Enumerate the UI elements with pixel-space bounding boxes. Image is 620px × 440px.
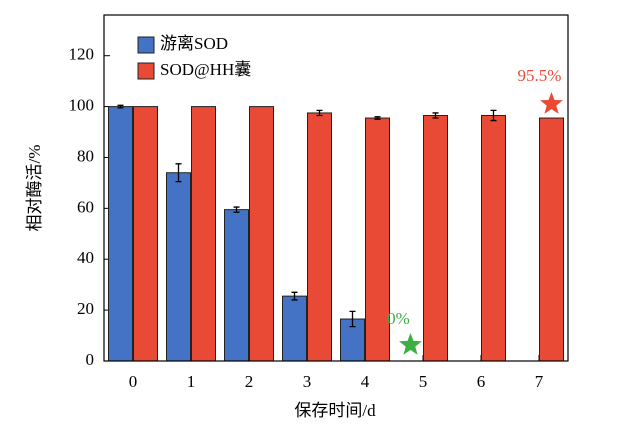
plot-frame xyxy=(103,14,569,362)
y-tick-label: 40 xyxy=(77,248,94,267)
legend-label: SOD@HH囊 xyxy=(160,60,251,79)
x-axis-label: 保存时间/d xyxy=(294,401,376,420)
x-tick-label: 1 xyxy=(187,372,196,391)
bar xyxy=(481,114,506,362)
bar xyxy=(224,209,249,362)
error-bar xyxy=(432,112,439,119)
bar xyxy=(282,295,307,362)
y-axis-label: 相对酶活/% xyxy=(25,145,44,232)
legend-label: 游离SOD xyxy=(160,34,228,53)
bar xyxy=(166,172,191,362)
error-bar xyxy=(233,206,240,213)
x-tick-label: 4 xyxy=(361,372,370,391)
bar xyxy=(191,106,216,362)
error-bar xyxy=(349,310,356,328)
bar xyxy=(133,106,158,362)
x-tick-label: 6 xyxy=(477,372,486,391)
bar xyxy=(249,106,274,362)
error-bar xyxy=(374,116,381,120)
star-marker xyxy=(399,333,422,355)
error-bar xyxy=(117,104,124,109)
bar xyxy=(108,106,133,362)
x-tick-label: 5 xyxy=(419,372,428,391)
error-bar xyxy=(175,163,182,183)
y-tick-label: 80 xyxy=(77,146,94,165)
y-tick-label: 20 xyxy=(77,299,94,318)
y-tick-label: 0 xyxy=(86,350,95,369)
star-marker xyxy=(540,92,563,114)
x-tick-label: 2 xyxy=(245,372,254,391)
x-tick-label: 0 xyxy=(129,372,138,391)
y-tick-label: 100 xyxy=(69,95,95,114)
error-bar xyxy=(316,109,323,117)
error-bar xyxy=(291,291,298,301)
error-bar xyxy=(490,109,497,122)
legend-swatch xyxy=(137,62,155,80)
bar xyxy=(423,114,448,362)
value-label: 95.5% xyxy=(518,66,562,85)
y-tick-label: 60 xyxy=(77,197,94,216)
x-tick-label: 3 xyxy=(303,372,312,391)
legend-swatch xyxy=(137,36,155,54)
x-tick-label: 7 xyxy=(535,372,544,391)
bar xyxy=(365,117,390,362)
bar xyxy=(307,112,332,362)
bar xyxy=(539,117,564,362)
y-tick-label: 120 xyxy=(69,45,95,64)
value-label: 0% xyxy=(387,309,410,328)
